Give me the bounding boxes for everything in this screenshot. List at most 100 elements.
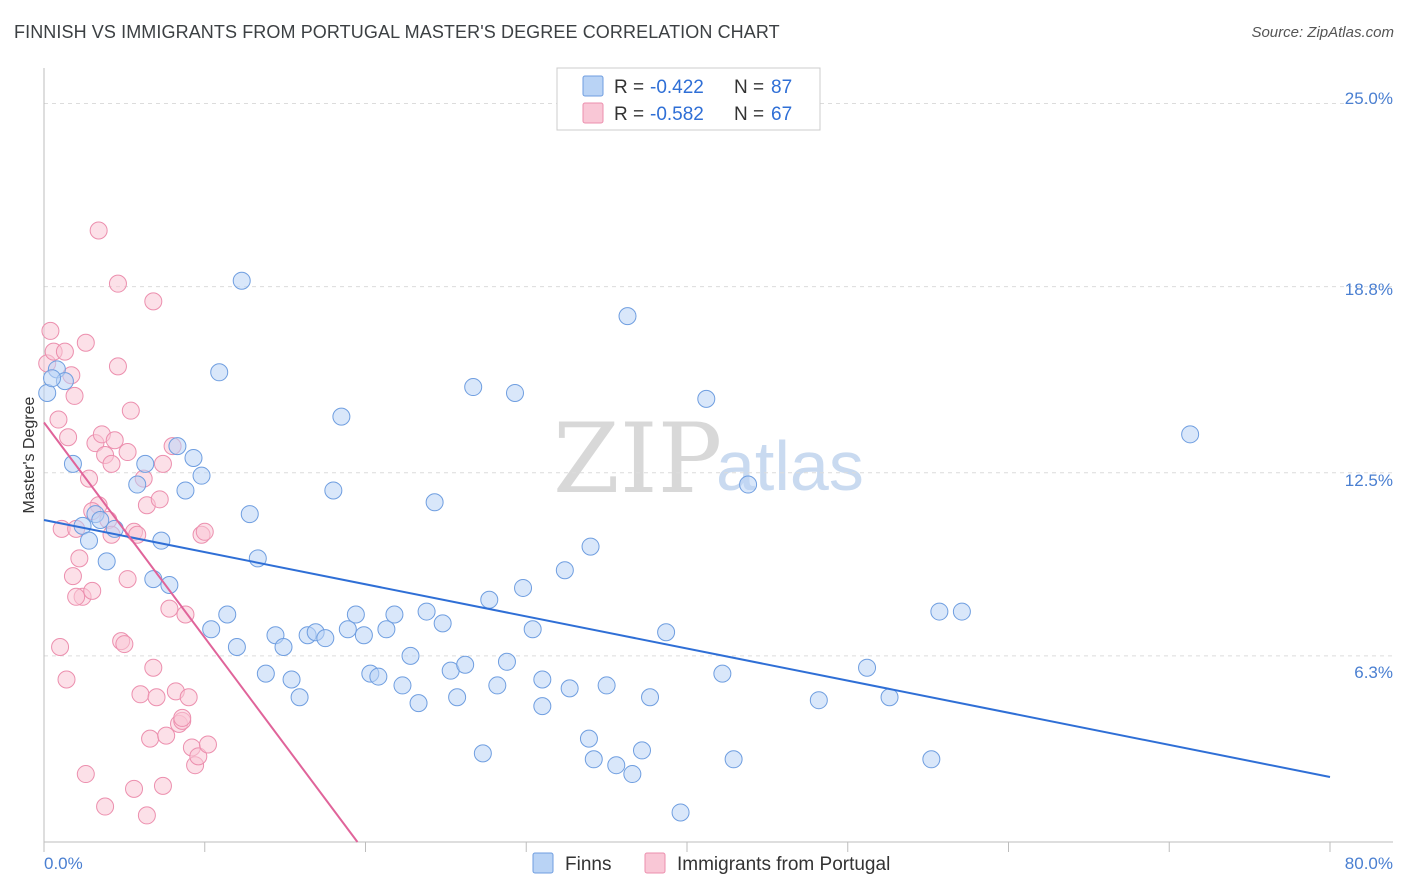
portugal-point-55 xyxy=(57,670,76,689)
finns-point-33 xyxy=(316,629,335,648)
portugal-point-57 xyxy=(76,765,95,784)
correlation-legend: R = -0.422 N = 87 R = -0.582 N = 67 xyxy=(556,67,821,131)
series-legend: Finns Immigrants from Portugal xyxy=(532,852,890,875)
finns-point-79 xyxy=(809,691,828,710)
portugal-point-38 xyxy=(160,599,179,618)
finns-point-67 xyxy=(584,750,603,769)
portugal-point-60 xyxy=(153,776,172,795)
portugal-point-35 xyxy=(150,490,169,509)
portugal-point-56 xyxy=(63,567,82,586)
finns-point-57 xyxy=(505,383,524,402)
finns-point-42 xyxy=(385,605,404,624)
portugal-point-29 xyxy=(131,685,150,704)
finns-point-64 xyxy=(581,537,600,556)
portugal-point-66 xyxy=(173,708,192,727)
finns-point-59 xyxy=(523,620,542,639)
y-tick-label-12-5: 12.5% xyxy=(1345,471,1393,490)
finns-point-81 xyxy=(880,688,899,707)
finns-point-85 xyxy=(1181,425,1200,444)
finns-point-26 xyxy=(256,664,275,683)
finns-point-56 xyxy=(497,652,516,671)
finns-point-69 xyxy=(623,765,642,784)
finns-point-34 xyxy=(324,481,343,500)
finns-point-16 xyxy=(176,481,195,500)
watermark-atlas: atlas xyxy=(716,427,864,505)
portugal-point-26 xyxy=(121,401,140,420)
y-tick-label-6-3: 6.3% xyxy=(1354,663,1393,682)
finns-point-38 xyxy=(354,626,373,645)
portugal-point-44 xyxy=(179,688,198,707)
finns-point-75 xyxy=(697,389,716,408)
finns-point-53 xyxy=(473,744,492,763)
finns-point-70 xyxy=(618,307,637,326)
finns-point-51 xyxy=(456,655,475,674)
finns-point-82 xyxy=(930,602,949,621)
finns-point-50 xyxy=(448,688,467,707)
portugal-point-6 xyxy=(59,428,78,447)
finns-point-54 xyxy=(480,590,499,609)
finns-point-55 xyxy=(488,676,507,695)
finns-point-11 xyxy=(136,454,155,473)
finns-point-8 xyxy=(97,552,116,571)
portugal-point-21 xyxy=(105,431,124,450)
portugal-point-13 xyxy=(80,469,99,488)
gridlines xyxy=(44,102,1393,657)
x-tick-label-max: 80.0% xyxy=(1345,854,1393,873)
finns-point-52 xyxy=(464,378,483,397)
finns-point-44 xyxy=(401,646,420,665)
legend-r-value-finns: -0.422 xyxy=(650,77,704,98)
portugal-point-53 xyxy=(144,292,163,311)
portugal-point-36 xyxy=(153,454,172,473)
finns-point-28 xyxy=(274,638,293,657)
portugal-point-52 xyxy=(108,274,127,293)
finns-point-71 xyxy=(632,741,651,760)
finns-point-10 xyxy=(128,475,147,494)
finns-point-86 xyxy=(43,369,62,388)
y-tick-label-18-8: 18.8% xyxy=(1345,280,1393,299)
source-credit: Source: ZipAtlas.com xyxy=(1251,24,1394,41)
portugal-point-22 xyxy=(108,357,127,376)
finns-point-43 xyxy=(393,676,412,695)
finns-point-35 xyxy=(332,407,351,426)
finns-trend-line xyxy=(43,519,1331,778)
portugal-point-47 xyxy=(189,747,208,766)
bottom-legend-swatch-portugal xyxy=(644,852,666,874)
portugal-point-54 xyxy=(51,638,70,657)
legend-n-label-portugal: N = xyxy=(734,104,764,125)
portugal-point-20 xyxy=(102,454,121,473)
legend-r-label-finns: R = xyxy=(614,77,644,98)
portugal-point-25 xyxy=(118,570,137,589)
finns-point-5 xyxy=(80,531,99,550)
finns-point-21 xyxy=(218,605,237,624)
legend-n-value-finns: 87 xyxy=(771,77,792,98)
y-tick-label-25: 25.0% xyxy=(1345,89,1393,108)
portugal-point-59 xyxy=(125,779,144,798)
legend-r-label-portugal: R = xyxy=(614,104,644,125)
finns-point-30 xyxy=(290,688,309,707)
portugal-point-58 xyxy=(96,797,115,816)
finns-point-60 xyxy=(533,670,552,689)
portugal-point-33 xyxy=(144,658,163,677)
finns-point-65 xyxy=(597,676,616,695)
finns-point-19 xyxy=(202,620,221,639)
finns-point-72 xyxy=(641,688,660,707)
portugal-point-65 xyxy=(118,443,137,462)
portugal-point-32 xyxy=(141,729,160,748)
x-tick-marks xyxy=(43,842,1331,852)
finns-point-24 xyxy=(240,505,259,524)
portugal-point-10 xyxy=(70,549,89,568)
finns-point-23 xyxy=(232,271,251,290)
portugal-point-5 xyxy=(55,342,74,361)
legend-swatch-portugal xyxy=(582,102,604,124)
portugal-point-12 xyxy=(76,333,95,352)
finns-point-15 xyxy=(168,437,187,456)
finns-point-66 xyxy=(579,729,598,748)
finns-point-45 xyxy=(409,694,428,713)
finns-point-48 xyxy=(433,614,452,633)
finns-point-63 xyxy=(560,679,579,698)
finns-point-41 xyxy=(377,620,396,639)
portugal-point-51 xyxy=(89,221,108,240)
finns-point-40 xyxy=(369,667,388,686)
series-portugal-points xyxy=(38,221,217,825)
